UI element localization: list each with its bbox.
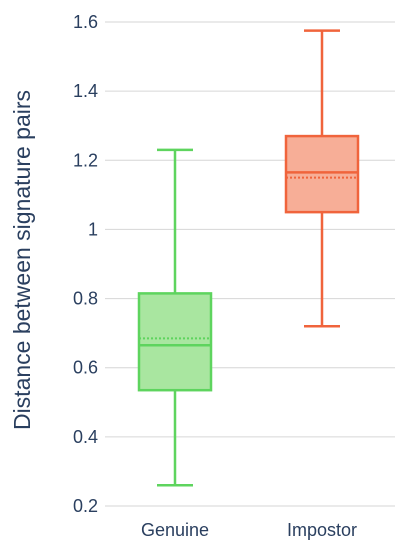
x-category-label: Genuine <box>141 520 209 540</box>
box-impostor <box>284 29 360 328</box>
y-tick-label: 0.2 <box>73 496 98 516</box>
y-tick-label: 1.6 <box>73 12 98 32</box>
box-series <box>137 29 360 487</box>
y-tick-label: 1.4 <box>73 81 98 101</box>
y-tick-label: 0.8 <box>73 289 98 309</box>
y-tick-label: 1 <box>88 219 98 239</box>
gridlines <box>105 21 395 507</box>
y-tick-label: 0.4 <box>73 427 98 447</box>
y-axis-ticks: 0.2 0.4 0.6 0.8 1 1.2 1.4 1.6 <box>73 12 98 516</box>
x-axis-categories: Genuine Impostor <box>141 520 357 540</box>
y-tick-label: 1.2 <box>73 150 98 170</box>
iqr-box <box>137 292 213 392</box>
box-genuine <box>137 148 213 487</box>
iqr-box <box>284 134 360 214</box>
x-category-label: Impostor <box>287 520 357 540</box>
y-tick-label: 0.6 <box>73 358 98 378</box>
y-axis-title: Distance between signature pairs <box>9 90 35 430</box>
